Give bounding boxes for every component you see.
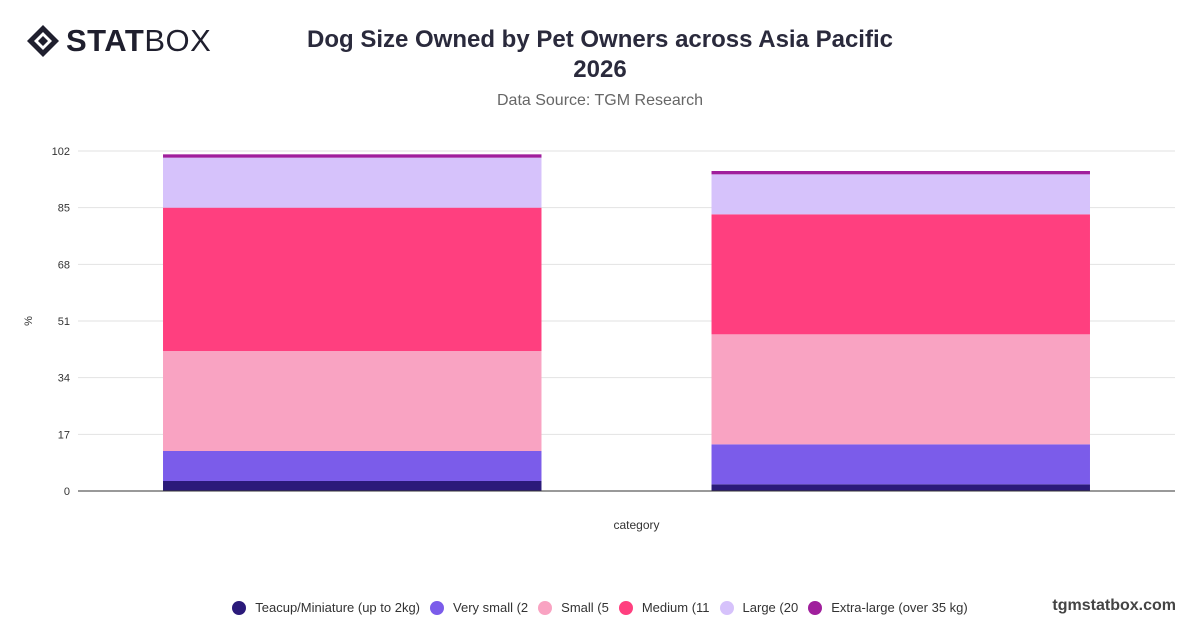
watermark: tgmstatbox.com: [1052, 597, 1176, 614]
bar-segment: [163, 207, 542, 351]
y-tick-label: 68: [58, 259, 70, 271]
legend-swatch: [808, 600, 823, 615]
bar-segment: [711, 171, 1090, 175]
chart-title-line1: Dog Size Owned by Pet Owners across Asia…: [307, 26, 893, 53]
y-tick-label: 51: [58, 316, 70, 328]
bar-segment: [163, 351, 542, 451]
legend-item[interactable]: Large (20: [719, 600, 799, 615]
legend-label: Large (20: [742, 600, 799, 615]
legend-item[interactable]: Very small (2: [430, 600, 528, 615]
legend-label: Extra-large (over 35 kg): [831, 600, 968, 615]
chart-legend: Teacup/Miniature (up to 2kg) Very small (…: [0, 600, 1200, 615]
legend-label: Teacup/Miniature (up to 2kg): [255, 600, 421, 615]
legend-label: Small (5: [561, 600, 609, 615]
legend-swatch: [232, 600, 247, 615]
legend-swatch: [719, 600, 734, 615]
legend-item[interactable]: Medium (11: [618, 600, 710, 615]
bar-segment: [711, 174, 1090, 215]
bar-segment: [711, 214, 1090, 335]
diamond-logo-icon: [27, 25, 59, 57]
bar-segment: [711, 444, 1090, 485]
logo-text-bold: STAT: [66, 23, 145, 58]
y-tick-label: 102: [52, 146, 70, 158]
legend-label: Medium (11: [641, 600, 710, 615]
y-axis-label: %: [23, 316, 35, 326]
legend-item[interactable]: Extra-large (over 35 kg): [808, 600, 968, 615]
bar-segment: [163, 157, 542, 208]
logo-text-light: BOX: [144, 23, 212, 58]
legend-item[interactable]: Small (5: [538, 600, 609, 615]
x-axis-label: category: [613, 518, 659, 532]
legend-swatch: [430, 600, 445, 615]
y-tick-label: 0: [64, 486, 70, 498]
legend-item[interactable]: Teacup/Miniature (up to 2kg): [232, 600, 420, 615]
legend-label: Very small (2: [453, 600, 529, 615]
legend-swatch: [538, 600, 553, 615]
bar-segment: [163, 451, 542, 481]
bar-segment: [163, 481, 542, 491]
legend-swatch: [618, 600, 633, 615]
chart-subtitle: Data Source: TGM Research: [496, 92, 703, 109]
logo-wordmark: STATBOX: [66, 24, 211, 58]
bar-segment: [711, 334, 1090, 445]
y-tick-label: 34: [58, 373, 70, 385]
statbox-logo: STATBOX: [26, 24, 211, 58]
chart-title-line2: 2026: [573, 56, 627, 83]
bar-segment: [711, 484, 1090, 491]
y-tick-label: 85: [58, 203, 70, 215]
bar-segment: [163, 154, 542, 158]
y-tick-label: 17: [58, 429, 70, 441]
chart-title: Dog Size Owned by Pet Owners across Asia…: [300, 25, 900, 85]
